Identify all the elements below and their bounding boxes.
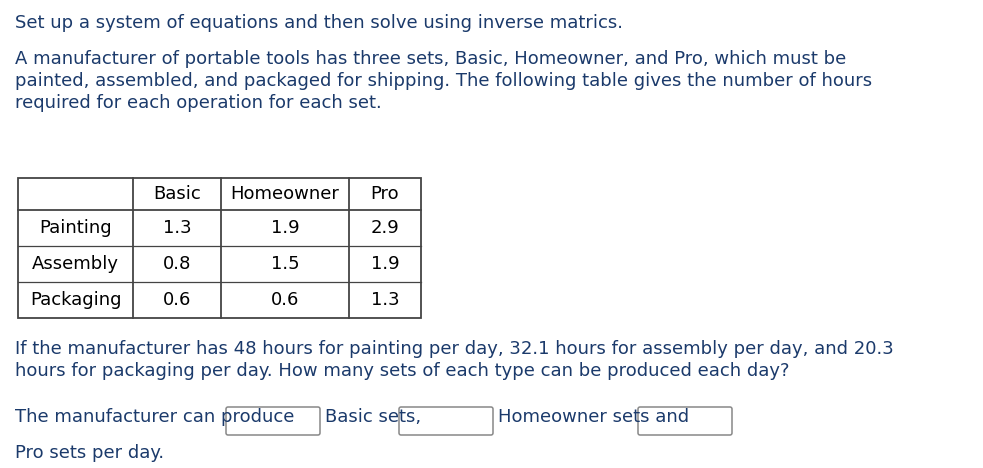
Text: painted, assembled, and packaged for shipping. The following table gives the num: painted, assembled, and packaged for shi… <box>15 72 872 90</box>
Text: Packaging: Packaging <box>29 291 121 309</box>
Text: 0.6: 0.6 <box>270 291 299 309</box>
FancyBboxPatch shape <box>399 407 493 435</box>
Text: 1.5: 1.5 <box>270 255 299 273</box>
FancyBboxPatch shape <box>226 407 320 435</box>
Text: Pro: Pro <box>371 185 399 203</box>
Bar <box>18 178 421 318</box>
Text: Pro sets per day.: Pro sets per day. <box>15 444 164 462</box>
Text: 1.3: 1.3 <box>163 219 192 237</box>
Text: A manufacturer of portable tools has three sets, Basic, Homeowner, and Pro, whic: A manufacturer of portable tools has thr… <box>15 50 846 68</box>
Text: Basic: Basic <box>153 185 201 203</box>
Text: required for each operation for each set.: required for each operation for each set… <box>15 94 381 112</box>
Text: 0.8: 0.8 <box>163 255 191 273</box>
Text: Homeowner: Homeowner <box>231 185 339 203</box>
Text: Homeowner sets and: Homeowner sets and <box>498 408 689 426</box>
Text: 2.9: 2.9 <box>371 219 399 237</box>
Text: 1.9: 1.9 <box>371 255 399 273</box>
Text: 1.3: 1.3 <box>371 291 399 309</box>
Text: Basic sets,: Basic sets, <box>325 408 421 426</box>
Text: 0.6: 0.6 <box>163 291 191 309</box>
Text: Painting: Painting <box>39 219 112 237</box>
FancyBboxPatch shape <box>638 407 732 435</box>
Text: Set up a system of equations and then solve using inverse matrics.: Set up a system of equations and then so… <box>15 14 623 32</box>
Text: 1.9: 1.9 <box>270 219 299 237</box>
Text: hours for packaging per day. How many sets of each type can be produced each day: hours for packaging per day. How many se… <box>15 362 789 380</box>
Text: If the manufacturer has 48 hours for painting per day, 32.1 hours for assembly p: If the manufacturer has 48 hours for pai… <box>15 340 894 358</box>
Text: The manufacturer can produce: The manufacturer can produce <box>15 408 294 426</box>
Text: Assembly: Assembly <box>32 255 119 273</box>
